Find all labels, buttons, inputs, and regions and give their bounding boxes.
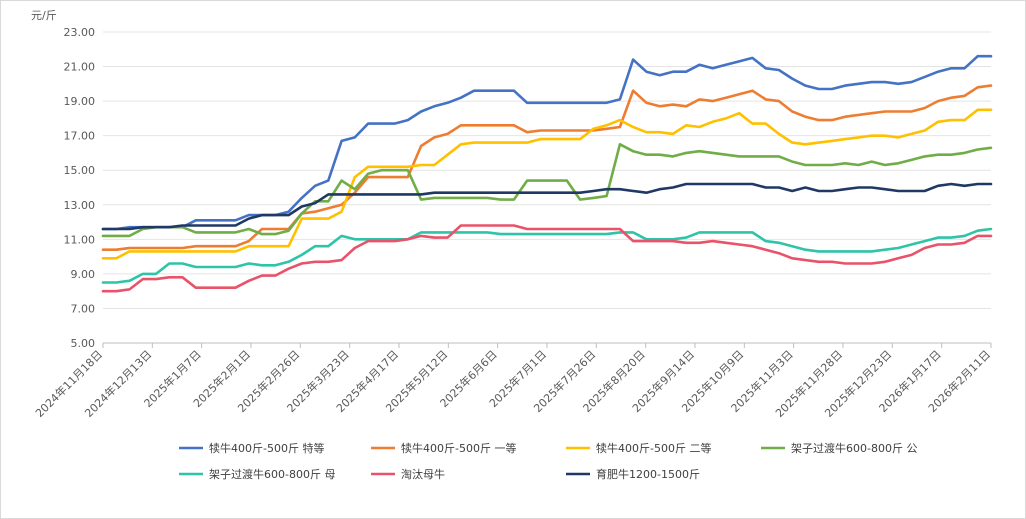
series-line-1 (101, 84, 993, 251)
legend-label: 淘汰母牛 (401, 467, 445, 481)
legend-label: 犊牛400斤-500斤 二等 (596, 441, 711, 455)
y-tick-label: 23.00 (64, 26, 96, 39)
series-lines (101, 54, 993, 293)
y-tick-label: 11.00 (64, 233, 96, 246)
y-tick-label: 15.00 (64, 164, 96, 177)
legend-label: 架子过渡牛600-800斤 公 (791, 441, 917, 455)
series-line-0 (101, 54, 993, 231)
series-line-4 (101, 227, 993, 284)
y-tick-label: 19.00 (64, 95, 96, 108)
legend-label: 育肥牛1200-1500斤 (596, 467, 700, 481)
x-axis: 2024年11月18日2024年12月13日2025年1月7日2025年2月1日… (32, 343, 993, 420)
y-tick-label: 9.00 (71, 268, 96, 281)
series-line-6 (101, 182, 993, 231)
y-tick-label: 5.00 (71, 337, 96, 350)
y-tick-label: 13.00 (64, 199, 96, 212)
legend-label: 架子过渡牛600-800斤 母 (209, 467, 335, 481)
y-tick-label: 17.00 (64, 130, 96, 143)
legend-label: 犊牛400斤-500斤 特等 (209, 441, 324, 455)
series-line-5 (101, 224, 993, 293)
series-line-3 (101, 143, 993, 238)
y-axis-unit-label: 元/斤 (31, 9, 57, 22)
y-tick-label: 21.00 (64, 61, 96, 74)
y-tick-label: 7.00 (71, 302, 96, 315)
y-axis-ticks: 23.00 21.00 19.00 17.00 15.00 13.00 11.00 9.00 7… (64, 26, 96, 350)
legend-label: 犊牛400斤-500斤 一等 (401, 441, 516, 455)
series-line-2 (101, 108, 993, 260)
legend: 犊牛400斤-500斤 特等 犊牛400斤-500斤 一等 犊牛400斤-500斤 … (179, 441, 917, 481)
